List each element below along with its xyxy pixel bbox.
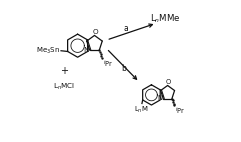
Text: O: O bbox=[92, 29, 98, 35]
Text: N: N bbox=[158, 95, 163, 101]
Text: L$_n$MMe: L$_n$MMe bbox=[150, 12, 181, 25]
Text: +: + bbox=[60, 66, 68, 76]
Text: L$_n$MCl: L$_n$MCl bbox=[53, 82, 75, 92]
Text: O: O bbox=[165, 79, 171, 85]
Text: $^i$Pr: $^i$Pr bbox=[175, 106, 185, 117]
Text: Me$_3$Sn: Me$_3$Sn bbox=[36, 46, 60, 56]
Text: a: a bbox=[124, 24, 128, 33]
Text: N: N bbox=[83, 47, 89, 53]
Text: $^i$Pr: $^i$Pr bbox=[103, 59, 113, 70]
Text: L$_n$M: L$_n$M bbox=[134, 105, 148, 115]
Text: b: b bbox=[121, 64, 126, 73]
